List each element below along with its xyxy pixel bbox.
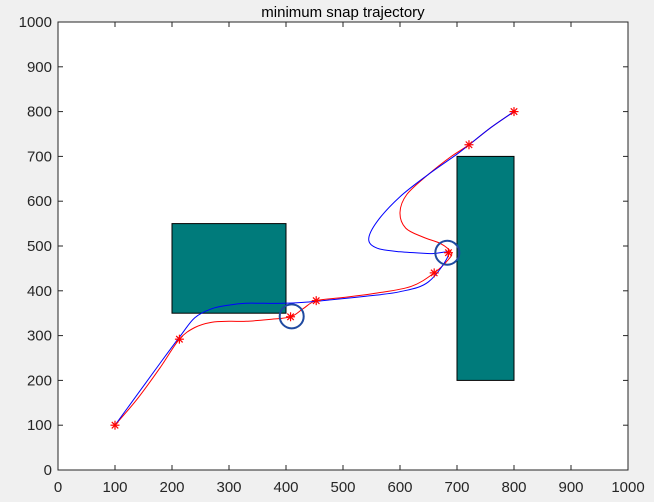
chart-title: minimum snap trajectory [261,4,425,21]
waypoint-marker-8 [509,107,519,117]
y-tick-label: 800 [27,104,52,121]
x-tick-label: 100 [102,479,127,496]
highlight-circle-2 [434,239,461,266]
marker-stroke [465,141,473,149]
waypoint-marker-1 [110,420,120,430]
obstacles-layer [171,155,515,381]
marker-stroke [312,296,320,305]
waypoint-marker-7 [464,140,474,150]
y-tick-label: 500 [27,238,52,255]
waypoint-marker-5 [429,268,439,278]
plot-area [58,22,628,470]
marker-stroke [111,421,119,429]
blue-trajectory-line [114,111,515,426]
y-tick-label: 100 [27,417,52,434]
marker-stroke [286,313,295,321]
y-tick-label: 300 [27,328,52,345]
obstacle-rect-2 [456,155,515,381]
x-tick-label: 600 [387,479,412,496]
x-tick-label: 200 [159,479,184,496]
marker-stroke [510,107,518,116]
waypoint-marker-6 [443,248,453,258]
y-tick-label: 900 [27,59,52,76]
x-tick-label: 900 [558,479,583,496]
x-tick-label: 700 [444,479,469,496]
marker-stroke [175,335,184,343]
y-tick-label: 600 [27,193,52,210]
x-tick-label: 1000 [611,479,644,496]
marker-stroke [430,269,438,277]
ticks-layer: 0 100 200 300 400 500 600 700 800 900 1000 0 100 200 3… [19,14,645,496]
highlight-circle-1 [278,303,305,330]
annotations-layer [278,239,461,330]
waypoint-marker-4 [311,296,321,306]
waypoint-marker-2 [174,334,184,344]
x-tick-label: 500 [330,479,355,496]
y-tick-label: 0 [44,462,52,479]
series-layer [114,111,515,426]
markers-layer [110,107,519,430]
y-tick-label: 200 [27,372,52,389]
y-tick-label: 400 [27,283,52,300]
obstacle-rect-1 [171,223,287,314]
y-tick-label: 1000 [19,14,52,31]
y-tick-label: 700 [27,148,52,165]
x-tick-label: 400 [273,479,298,496]
marker-stroke [444,249,453,257]
x-tick-label: 800 [501,479,526,496]
red-trajectory-line [114,111,515,426]
x-tick-label: 0 [54,479,62,496]
x-tick-label: 300 [216,479,241,496]
waypoint-marker-3 [286,312,296,322]
